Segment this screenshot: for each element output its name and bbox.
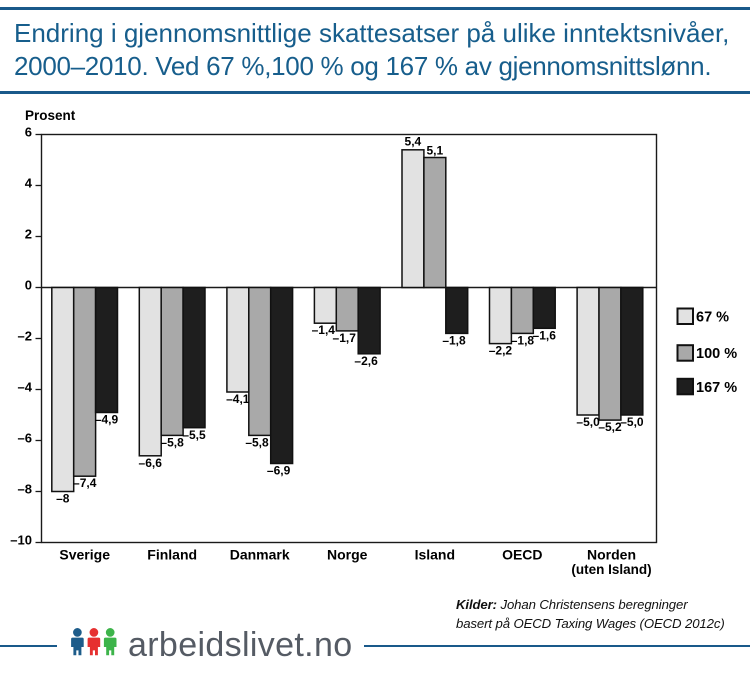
svg-text:–2,6: –2,6 xyxy=(354,354,378,368)
svg-text:4: 4 xyxy=(25,176,33,191)
svg-text:–2,2: –2,2 xyxy=(489,344,513,358)
svg-text:–5,8: –5,8 xyxy=(160,435,184,449)
svg-text:–6,9: –6,9 xyxy=(267,464,291,478)
svg-text:Danmark: Danmark xyxy=(230,547,290,563)
svg-text:–6,6: –6,6 xyxy=(139,456,163,470)
svg-text:–2: –2 xyxy=(18,329,32,344)
svg-text:Sverige: Sverige xyxy=(59,547,110,563)
svg-text:–5,5: –5,5 xyxy=(182,428,206,442)
svg-text:5,4: 5,4 xyxy=(405,134,422,148)
svg-text:–5,0: –5,0 xyxy=(576,415,600,429)
svg-text:–6: –6 xyxy=(18,431,32,446)
svg-text:–5,8: –5,8 xyxy=(245,435,269,449)
svg-text:(uten Island): (uten Island) xyxy=(571,562,651,577)
svg-text:–8: –8 xyxy=(18,482,32,497)
svg-text:OECD: OECD xyxy=(502,547,542,563)
svg-text:–8: –8 xyxy=(56,492,70,506)
svg-text:67 %: 67 % xyxy=(696,310,729,326)
svg-text:6: 6 xyxy=(25,125,32,140)
svg-text:–4,9: –4,9 xyxy=(95,412,119,426)
svg-text:–1,6: –1,6 xyxy=(533,328,557,342)
svg-text:2: 2 xyxy=(25,227,32,242)
svg-text:Norge: Norge xyxy=(327,547,368,563)
svg-text:0: 0 xyxy=(25,278,32,293)
svg-text:Prosent: Prosent xyxy=(25,108,76,123)
svg-text:Island: Island xyxy=(415,547,455,563)
svg-text:–4: –4 xyxy=(18,380,33,395)
svg-text:5,1: 5,1 xyxy=(426,144,443,158)
svg-text:–1,8: –1,8 xyxy=(511,333,535,347)
svg-text:–1,4: –1,4 xyxy=(312,323,336,337)
svg-text:–5,0: –5,0 xyxy=(620,415,644,429)
svg-text:167 %: 167 % xyxy=(696,380,737,396)
svg-text:Finland: Finland xyxy=(147,547,197,563)
svg-text:–10: –10 xyxy=(10,533,32,548)
svg-text:Norden: Norden xyxy=(587,547,636,563)
svg-text:–5,2: –5,2 xyxy=(598,420,622,434)
svg-text:–7,4: –7,4 xyxy=(73,476,97,490)
svg-text:–1,8: –1,8 xyxy=(442,333,466,347)
svg-text:–4,1: –4,1 xyxy=(226,392,250,406)
svg-text:–1,7: –1,7 xyxy=(333,331,357,345)
svg-text:100 %: 100 % xyxy=(696,346,737,362)
